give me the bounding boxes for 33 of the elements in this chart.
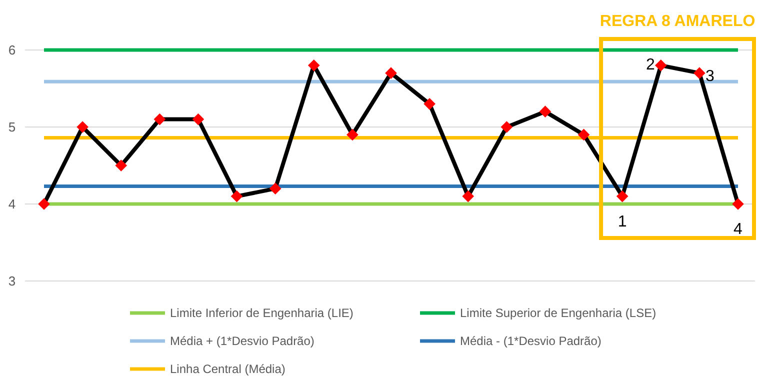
annotation: 4 — [734, 221, 743, 238]
point — [424, 98, 436, 110]
text: REGRA 8 AMARELO — [600, 13, 756, 30]
point — [578, 128, 590, 141]
point — [346, 128, 358, 141]
point — [76, 121, 88, 133]
point — [654, 59, 667, 72]
point — [154, 113, 166, 126]
point — [616, 190, 628, 202]
point — [115, 160, 128, 172]
point — [500, 121, 513, 133]
y-tick-label: 6 — [8, 42, 16, 58]
point — [462, 190, 474, 202]
point — [732, 198, 744, 210]
annotation: 2 — [646, 56, 655, 74]
legend-label: Média - (1*Desvio Padrão) — [460, 334, 602, 348]
point — [192, 113, 204, 126]
legend-label: Média + (1*Desvio Padrão) — [170, 334, 314, 348]
point — [230, 190, 243, 202]
point — [694, 67, 706, 80]
y-tick-label: 5 — [8, 120, 16, 135]
y-tick-label: 3 — [8, 274, 16, 289]
legend-label: Linha Central (Média) — [170, 362, 286, 376]
legend-label: Limite Inferior de Engenharia (LIE) — [170, 306, 354, 320]
y-tick-label: 4 — [8, 196, 16, 212]
point — [308, 59, 320, 72]
point — [385, 67, 397, 80]
point — [269, 182, 282, 195]
annotation: 1 — [618, 213, 627, 230]
annotation: 3 — [705, 68, 714, 86]
point — [38, 198, 50, 210]
point — [539, 106, 552, 118]
legend-label: Limite Superior de Engenharia (LSE) — [460, 306, 656, 320]
